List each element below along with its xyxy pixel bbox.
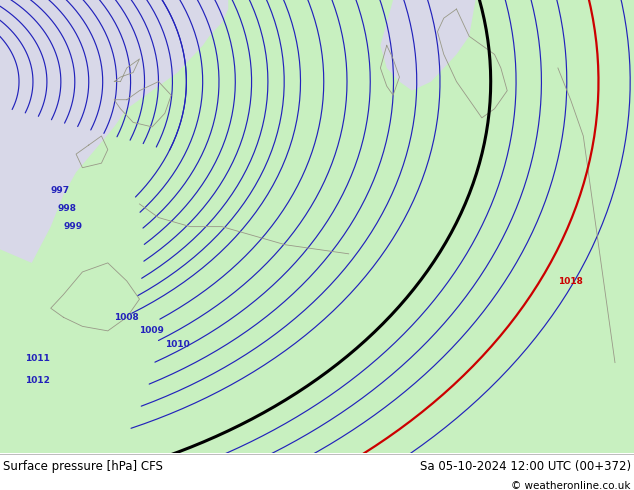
- Polygon shape: [0, 0, 228, 263]
- Text: © weatheronline.co.uk: © weatheronline.co.uk: [512, 481, 631, 490]
- Polygon shape: [0, 0, 634, 453]
- Text: Sa 05-10-2024 12:00 UTC (00+372): Sa 05-10-2024 12:00 UTC (00+372): [420, 460, 631, 473]
- Text: 1010: 1010: [165, 340, 190, 349]
- Text: 1009: 1009: [139, 326, 164, 335]
- Text: 1018: 1018: [558, 276, 583, 286]
- Polygon shape: [380, 0, 476, 91]
- Text: 1008: 1008: [114, 313, 139, 322]
- Text: 999: 999: [63, 222, 82, 231]
- Text: 1012: 1012: [25, 376, 50, 385]
- Text: 1011: 1011: [25, 354, 50, 363]
- Text: Surface pressure [hPa] CFS: Surface pressure [hPa] CFS: [3, 460, 163, 473]
- Text: 998: 998: [57, 204, 76, 213]
- Text: 997: 997: [51, 186, 70, 195]
